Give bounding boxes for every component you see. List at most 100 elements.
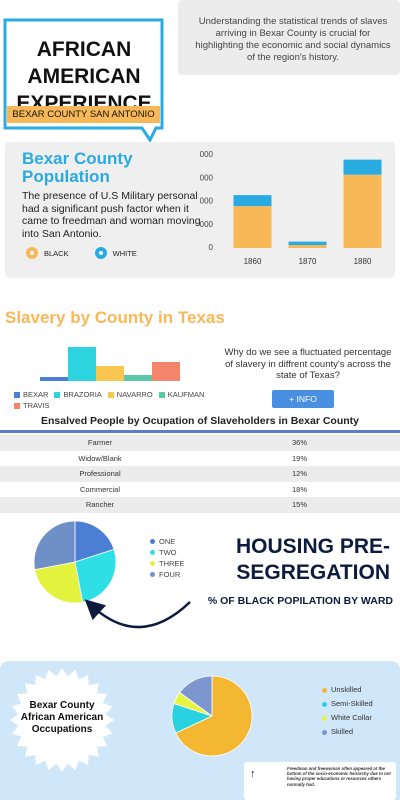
- bar: [68, 347, 96, 381]
- arrow: [84, 599, 191, 629]
- legend: BEXAR BRAZORIA NAVARRO KAUFMAN TRAVIS: [14, 390, 224, 410]
- bar-segment: [233, 195, 272, 207]
- table-cell: Professional: [79, 469, 121, 478]
- bar: [124, 375, 152, 381]
- legend-label: FOUR: [159, 570, 181, 579]
- legend-label: ONE: [159, 537, 176, 546]
- y-tick-label: 2,000: [195, 220, 214, 229]
- bar: [152, 362, 180, 381]
- legend-swatch: [107, 391, 114, 398]
- legend: Unskilled Semi-Skilled White Collar Skilled: [322, 683, 373, 739]
- legend-swatch: [322, 715, 327, 721]
- occupations-badge: Bexar County African American Occupation…: [20, 700, 104, 735]
- legend-icon: [26, 247, 38, 259]
- y-tick-label: 8,000: [195, 150, 214, 159]
- legend-item: White Collar: [322, 711, 373, 725]
- title-badge: BEXAR COUNTY SAN ANTONIO: [7, 106, 160, 123]
- legend-label: THREE: [159, 559, 185, 568]
- population-text: The presence of U.S Military personal ha…: [22, 190, 201, 240]
- table-cell: Rancher: [85, 500, 115, 509]
- legend-label: Semi-Skilled: [331, 699, 373, 708]
- legend-label: NAVARRO: [116, 390, 153, 399]
- population-heading: Bexar County Population: [22, 149, 133, 186]
- bar-segment: [288, 241, 327, 246]
- x-tick-label: 1860: [244, 257, 262, 266]
- page-title: AFRICAN AMERICAN EXPERIENCE: [16, 38, 152, 115]
- table-cell: 36%: [292, 438, 308, 447]
- legend-item: TWO: [150, 547, 184, 558]
- county-heading: Slavery by County in Texas: [5, 308, 225, 327]
- legend-swatch: [54, 391, 61, 398]
- legend-swatch: [14, 402, 20, 409]
- pie-slice: [74, 520, 115, 563]
- county-chart: [40, 347, 180, 381]
- legend-item: Semi-Skilled: [322, 697, 373, 711]
- legend-swatch: [150, 550, 155, 555]
- table-cell: 18%: [292, 484, 308, 494]
- legend-label: TWO: [159, 548, 177, 557]
- occupation-pie: [171, 675, 253, 757]
- legend-item: THREE: [150, 558, 184, 569]
- legend-swatch: [150, 572, 155, 577]
- legend-item: BEXAR: [14, 390, 48, 399]
- legend-label: TRAVIS: [23, 401, 50, 410]
- badge-star: [10, 668, 114, 772]
- y-tick-label: 0: [209, 243, 214, 252]
- note-box: [244, 762, 396, 800]
- table-cell: 19%: [292, 453, 308, 463]
- y-tick-label: 6,000: [195, 173, 214, 182]
- legend-icon: [94, 247, 107, 259]
- legend-item: Unskilled: [322, 683, 373, 697]
- legend-label: Skilled: [331, 727, 354, 736]
- note-text: Freedman and freewoman often appeared at…: [287, 766, 391, 787]
- legend-label: BRAZORIA: [63, 390, 102, 399]
- table-cell: 12%: [292, 469, 308, 478]
- table-title: Ensalved People by Ocupation of Slavehol…: [41, 415, 359, 427]
- legend-item: ONE: [150, 536, 184, 547]
- ward-pie: [33, 520, 117, 604]
- table-row: Professional 12%: [0, 466, 400, 482]
- pie-slice: [175, 675, 253, 757]
- legend-label: KAUFMAN: [167, 390, 205, 399]
- table-cell: Farmer: [87, 438, 113, 447]
- info-button[interactable]: + INFO: [272, 390, 334, 408]
- population-panel: [5, 142, 395, 278]
- legend-item: KAUFMAN: [158, 390, 205, 399]
- table-cell: Widow/Blank: [78, 453, 122, 463]
- bar: [40, 377, 68, 381]
- x-tick-label: 1880: [354, 257, 372, 266]
- legend-item: FOUR: [150, 569, 184, 580]
- badge-shape: [10, 668, 114, 772]
- population-chart: 0 2,000 4,000 6,000 8,000 1860 1870 1880: [195, 150, 382, 266]
- legend-swatch: [322, 729, 327, 735]
- table-rule: [0, 430, 400, 433]
- legend-label: WHITE: [112, 248, 137, 258]
- pie-slice: [33, 520, 76, 571]
- legend-item: BRAZORIA: [54, 390, 102, 399]
- table-row: Widow/Blank 19%: [0, 451, 400, 467]
- bar-segment: [343, 159, 382, 175]
- table-row: Farmer 36%: [0, 435, 400, 451]
- pie-slice: [34, 561, 84, 604]
- pie-slice: [179, 675, 213, 717]
- table-row: Rancher 15%: [0, 497, 400, 513]
- legend: ONE TWO THREE FOUR: [150, 536, 184, 580]
- legend-swatch: [14, 391, 20, 398]
- bar-segment: [233, 206, 272, 248]
- legend-item: Skilled: [322, 725, 373, 739]
- table-cell: Commercial: [79, 484, 120, 494]
- table-row: Commercial 18%: [0, 482, 400, 498]
- legend-swatch: [150, 539, 155, 544]
- bar: [96, 366, 124, 381]
- legend-item: BLACK: [26, 247, 69, 259]
- legend-label: BLACK: [44, 248, 69, 258]
- legend-item: NAVARRO: [107, 390, 153, 399]
- legend-swatch: [150, 561, 155, 566]
- bar-segment: [288, 245, 327, 248]
- y-tick-label: 4,000: [195, 197, 214, 206]
- legend-label: Unskilled: [331, 685, 362, 694]
- legend-swatch: [322, 687, 327, 693]
- legend-swatch: [322, 701, 327, 707]
- legend-swatch: [158, 391, 165, 398]
